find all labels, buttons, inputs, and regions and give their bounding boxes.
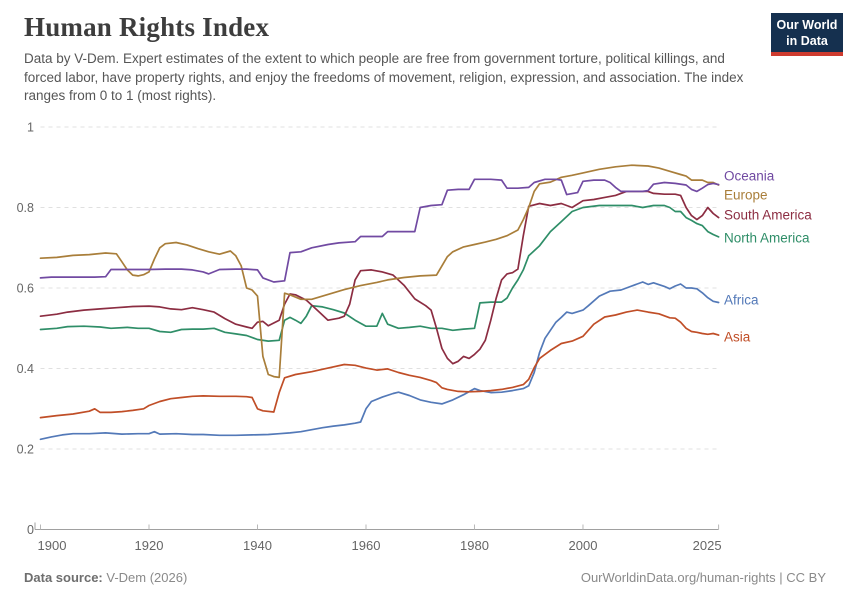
series-line-north-america[interactable]: [39, 204, 720, 342]
page-title: Human Rights Index: [24, 12, 270, 42]
y-tick-label-0: 0: [27, 523, 34, 537]
x-tick-label-1960: 1960: [352, 538, 381, 553]
y-tick-label-1: 1: [27, 121, 34, 135]
data-source-value: V-Dem (2026): [102, 570, 188, 585]
x-tick-label-2000: 2000: [569, 538, 598, 553]
legend-label-oceania[interactable]: Oceania: [724, 169, 775, 184]
legend-label-europe[interactable]: Europe: [724, 188, 768, 203]
series-line-oceania[interactable]: [39, 178, 720, 283]
series-line-south-america[interactable]: [39, 190, 720, 365]
legend-label-asia[interactable]: Asia: [724, 330, 751, 345]
chart-subtitle: Data by V-Dem. Expert estimates of the e…: [24, 51, 744, 104]
owid-logo-line2: in Data: [786, 34, 828, 48]
y-tick-label-0.2: 0.2: [17, 443, 34, 457]
owid-logo[interactable]: Our World in Data: [771, 13, 843, 56]
owid-logo-line1: Our World: [776, 18, 838, 32]
legend-label-south-america[interactable]: South America: [724, 208, 812, 223]
x-tick-label-1920: 1920: [135, 538, 164, 553]
y-tick-label-0.6: 0.6: [17, 282, 34, 296]
x-tick-label-1900: 1900: [38, 538, 67, 553]
x-tick-label-1940: 1940: [243, 538, 272, 553]
series-line-asia[interactable]: [39, 309, 720, 419]
series-line-europe[interactable]: [39, 164, 720, 379]
y-tick-label-0.8: 0.8: [17, 201, 34, 215]
legend-label-africa[interactable]: Africa: [724, 293, 759, 308]
data-source-note: Data source: V-Dem (2026): [24, 570, 187, 585]
x-tick-label-2025: 2025: [693, 538, 722, 553]
series-line-africa[interactable]: [39, 281, 720, 441]
x-tick-label-1980: 1980: [460, 538, 489, 553]
data-source-label: Data source:: [24, 570, 103, 585]
y-tick-label-0.4: 0.4: [17, 362, 34, 376]
legend-label-north-america[interactable]: North America: [724, 231, 810, 246]
attribution-link[interactable]: OurWorldinData.org/human-rights | CC BY: [580, 570, 826, 585]
